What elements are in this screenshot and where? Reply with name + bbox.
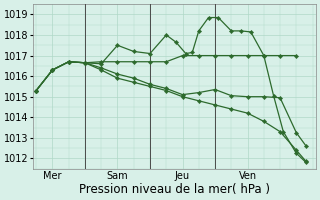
X-axis label: Pression niveau de la mer( hPa ): Pression niveau de la mer( hPa ) bbox=[79, 183, 270, 196]
